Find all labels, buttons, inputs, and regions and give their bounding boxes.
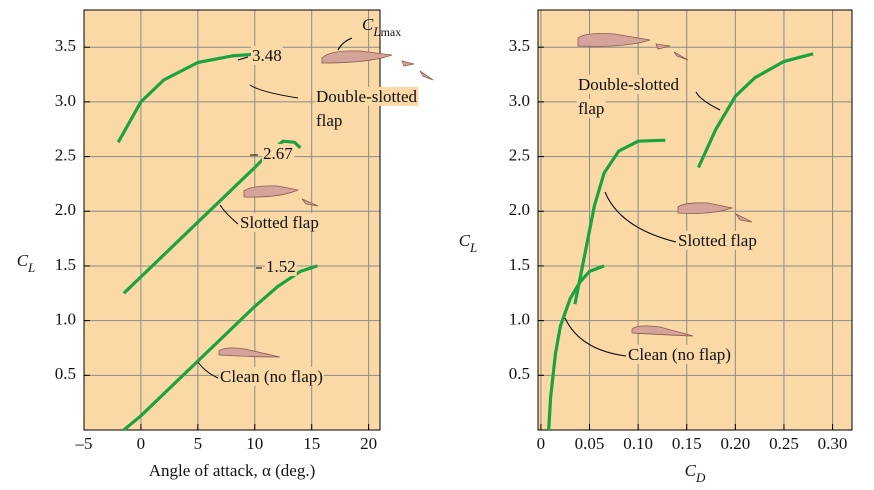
annotation: Clean (no flap)	[628, 345, 731, 364]
plot-frame	[83, 9, 381, 431]
airfoil	[218, 347, 281, 358]
y-tick-label: 0.5	[55, 364, 76, 383]
annotation-bg	[262, 143, 295, 163]
line-series	[116, 52, 261, 144]
y-tick-label: 0.5	[509, 364, 530, 383]
airfoils	[218, 33, 753, 358]
plot-background	[538, 10, 852, 430]
leader-line	[237, 56, 249, 61]
annotation-bg	[577, 74, 681, 94]
annotation: Clean (no flap)	[220, 367, 323, 386]
annotation-bg	[677, 230, 758, 250]
airfoil	[677, 202, 734, 214]
label-part: max	[381, 25, 402, 39]
leader-line	[564, 317, 627, 357]
x-tick-label: 0.25	[769, 434, 799, 453]
annotation-bg	[219, 366, 324, 386]
y-tick-label: 2.5	[509, 145, 530, 164]
line-series	[547, 264, 605, 431]
x-tick-label: 0.10	[623, 434, 653, 453]
x-tick-label: –5	[75, 434, 93, 453]
airfoil	[401, 60, 415, 67]
y-tick-label: 1.5	[509, 255, 530, 274]
x-axis-label: Angle of attack, α (deg.)	[149, 461, 316, 480]
airfoil	[321, 50, 393, 64]
leader-line	[197, 361, 219, 379]
label-part: L	[469, 240, 477, 255]
leader-line	[695, 91, 721, 111]
annotation: flap	[316, 111, 342, 130]
airfoil	[243, 185, 300, 198]
y-tick-label: 2.0	[509, 200, 530, 219]
leader-line	[249, 84, 299, 99]
label-part: D	[695, 470, 706, 485]
y-tick-label: 3.5	[55, 36, 76, 55]
y-tick-label: 1.0	[55, 310, 76, 329]
label-part: C	[459, 231, 471, 250]
x-axis-label: CD	[685, 461, 706, 486]
airfoil	[419, 70, 434, 81]
airfoil	[655, 43, 671, 50]
x-tick-label: 15	[303, 434, 320, 453]
line-series	[122, 264, 318, 432]
y-tick-label: 3.0	[55, 91, 76, 110]
airfoil	[577, 33, 651, 47]
x-tick-label: 0	[137, 434, 146, 453]
annotation-bg	[265, 256, 297, 276]
x-tick-label: 5	[194, 434, 203, 453]
y-tick-label: 2.5	[55, 145, 76, 164]
annotation: 2.67	[263, 144, 293, 163]
annotation-bg	[251, 45, 283, 65]
line-series	[696, 52, 814, 169]
label-part: L	[372, 24, 380, 39]
clmax-label: CLmax	[362, 15, 401, 40]
plot-background	[84, 10, 380, 430]
x-tick-label: 10	[246, 434, 263, 453]
leader-line	[337, 37, 353, 51]
y-axis-label: CL	[459, 231, 478, 256]
label-part: C	[362, 15, 374, 34]
annotation: 3.48	[252, 46, 282, 65]
y-tick-label: 3.0	[509, 91, 530, 110]
annotation: Slotted flap	[678, 231, 757, 250]
annotation: Double-slotted	[316, 87, 418, 106]
x-tick-label: 0.15	[672, 434, 702, 453]
label-part: L	[27, 260, 35, 275]
x-tick-label: 0.30	[818, 434, 848, 453]
x-tick-label: 0.05	[575, 434, 605, 453]
leader-line	[604, 191, 677, 243]
airfoil	[631, 325, 694, 337]
label-part: C	[17, 251, 29, 270]
x-tick-label: 0	[537, 434, 546, 453]
y-tick-label: 2.0	[55, 200, 76, 219]
annotation: Slotted flap	[240, 213, 319, 232]
airfoil	[734, 212, 753, 223]
x-tick-label: 0.20	[720, 434, 750, 453]
annotation: 1.52	[266, 257, 296, 276]
annotation: Double-slotted	[578, 75, 680, 94]
annotation: flap	[578, 99, 604, 118]
line-series	[573, 138, 666, 305]
y-axis-label: CL	[17, 251, 36, 276]
leader-line	[219, 204, 239, 225]
annotation-bg	[315, 110, 344, 130]
label-part: C	[685, 461, 697, 480]
annotation-bg	[239, 212, 320, 232]
y-tick-label: 1.0	[509, 310, 530, 329]
y-tick-label: 3.5	[509, 36, 530, 55]
plot-frame	[537, 9, 853, 431]
x-tick-label: 20	[360, 434, 377, 453]
y-tick-label: 1.5	[55, 255, 76, 274]
airfoil	[673, 51, 689, 61]
annotation-bg	[627, 344, 732, 364]
annotation-bg	[315, 86, 419, 106]
airfoil	[301, 198, 319, 207]
annotation-bg	[577, 98, 606, 118]
